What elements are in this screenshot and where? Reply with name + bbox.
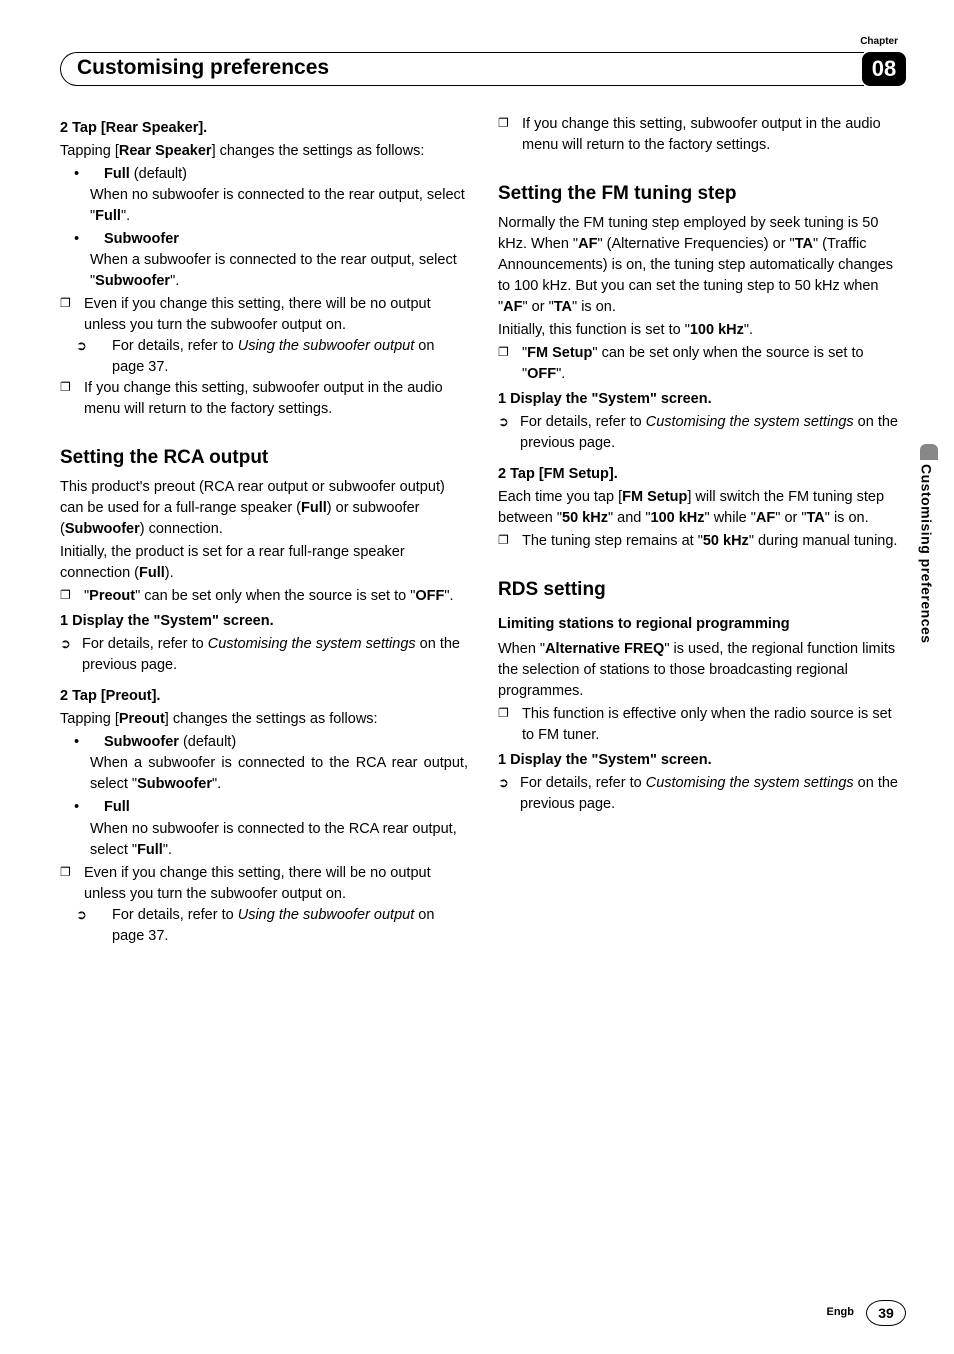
step-heading: 1 Display the "System" screen. [498,389,906,410]
right-column: If you change this setting, subwoofer ou… [498,114,906,947]
bullet-item: Full [60,797,468,818]
step-heading: 2 Tap [Preout]. [60,686,468,707]
step-heading: 2 Tap [FM Setup]. [498,464,906,485]
body-text: Normally the FM tuning step employed by … [498,213,906,318]
reference-icon [498,412,520,454]
note-item: If you change this setting, subwoofer ou… [60,378,468,420]
note-item: "FM Setup" can be set only when the sour… [498,343,906,385]
bullet-item: Subwoofer [60,229,468,250]
page-number: 39 [866,1300,906,1326]
section-heading: Setting the FM tuning step [498,180,906,208]
body-text: Tapping [Preout] changes the settings as… [60,709,468,730]
body-text: Each time you tap [FM Setup] will switch… [498,487,906,529]
bullet-body: When a subwoofer is connected to the RCA… [60,753,468,795]
page-footer: Engb 39 [827,1300,907,1326]
reference-icon [60,905,112,947]
bullet-body: When no subwoofer is connected to the RC… [60,819,468,861]
side-tab-cap [920,444,938,460]
note-item: Even if you change this setting, there w… [60,294,468,336]
section-heading: Setting the RCA output [60,444,468,472]
note-icon [498,114,522,156]
reference-item: For details, refer to Customising the sy… [60,634,468,676]
reference-icon [60,336,112,378]
note-icon [498,531,522,552]
bullet-icon [60,164,104,185]
bullet-body: When a subwoofer is connected to the rea… [60,250,468,292]
note-icon [498,343,522,385]
step-heading: 1 Display the "System" screen. [60,611,468,632]
step-heading: 1 Display the "System" screen. [498,750,906,771]
bullet-icon [60,229,104,250]
reference-icon [498,773,520,815]
reference-item: For details, refer to Using the subwoofe… [60,336,468,378]
note-icon [60,863,84,905]
note-icon [60,378,84,420]
note-icon [60,586,84,607]
bullet-item: Full (default) [60,164,468,185]
left-column: 2 Tap [Rear Speaker]. Tapping [Rear Spea… [60,114,468,947]
reference-icon [60,634,82,676]
title-container: Customising preferences [60,52,864,86]
bullet-body: When no subwoofer is connected to the re… [60,185,468,227]
note-item: Even if you change this setting, there w… [60,863,468,905]
body-text: Initially, this function is set to "100 … [498,320,906,341]
note-icon [498,704,522,746]
note-item: "Preout" can be set only when the source… [60,586,468,607]
body-text: When "Alternative FREQ" is used, the reg… [498,639,906,702]
body-text: Tapping [Rear Speaker] changes the setti… [60,141,468,162]
reference-item: For details, refer to Customising the sy… [498,412,906,454]
body-text: Initially, the product is set for a rear… [60,542,468,584]
note-icon [60,294,84,336]
note-item: This function is effective only when the… [498,704,906,746]
side-tab: Customising preferences [916,460,940,710]
language-code: Engb [827,1305,855,1321]
bullet-icon [60,732,104,753]
note-item: The tuning step remains at "50 kHz" duri… [498,531,906,552]
chapter-number-badge: 08 [862,52,906,86]
reference-item: For details, refer to Using the subwoofe… [60,905,468,947]
side-tab-label: Customising preferences [916,460,936,644]
bullet-item: Subwoofer (default) [60,732,468,753]
note-item: If you change this setting, subwoofer ou… [498,114,906,156]
section-heading: RDS setting [498,576,906,604]
page-title: Customising preferences [77,53,329,83]
reference-item: For details, refer to Customising the sy… [498,773,906,815]
bullet-icon [60,797,104,818]
subsection-heading: Limiting stations to regional programmin… [498,614,906,635]
page-header: Chapter Customising preferences 08 [60,35,906,86]
step-heading: 2 Tap [Rear Speaker]. [60,118,468,139]
body-text: This product's preout (RCA rear output o… [60,477,468,540]
chapter-label: Chapter [60,35,906,50]
